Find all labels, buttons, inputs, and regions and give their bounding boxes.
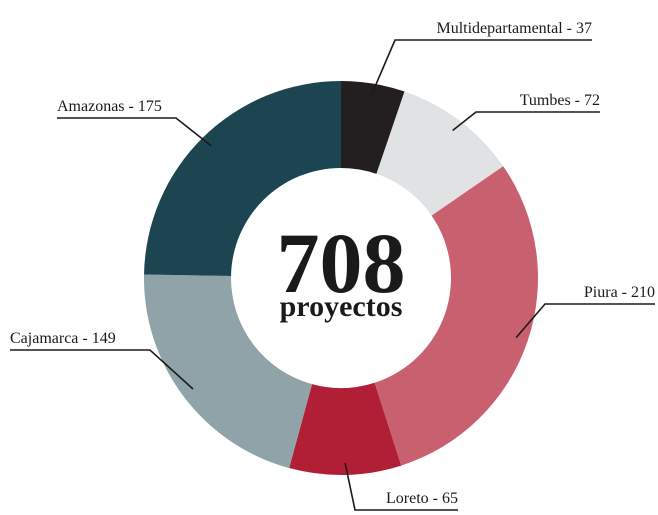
donut-slice <box>289 382 402 475</box>
donut-slice <box>374 166 538 466</box>
slice-label: Amazonas - 175 <box>57 98 162 115</box>
donut-slice <box>144 81 341 277</box>
leader-line <box>344 462 458 511</box>
leader-line <box>452 111 600 132</box>
slice-label: Tumbes - 72 <box>520 92 600 109</box>
slice-label: Multidepartamental - 37 <box>436 20 592 37</box>
donut-slice <box>143 274 313 469</box>
slice-label: Cajamarca - 149 <box>10 330 116 347</box>
leader-line <box>370 39 592 96</box>
leader-line <box>515 303 655 339</box>
donut-slice <box>341 81 405 174</box>
slice-label: Piura - 210 <box>584 284 655 301</box>
leader-line <box>10 349 194 390</box>
center-sublabel: proyectos <box>280 290 403 323</box>
center-total: 708 <box>277 215 406 311</box>
leader-line <box>57 117 212 147</box>
donut-slice <box>376 91 504 216</box>
slice-label: Loreto - 65 <box>386 490 458 507</box>
